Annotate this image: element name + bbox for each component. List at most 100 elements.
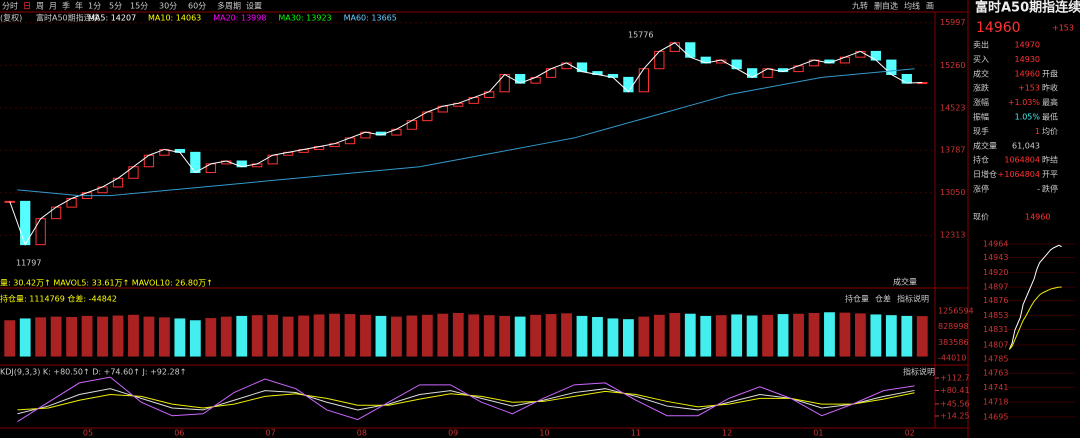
y-tick-label: 14897 xyxy=(983,283,1008,292)
panel-button[interactable]: 持仓量 xyxy=(845,294,869,304)
y-tick-label: 14523 xyxy=(940,103,965,112)
oi-bar xyxy=(622,319,634,357)
quote-row-value: 14960 xyxy=(1015,69,1040,78)
oi-bar xyxy=(360,314,371,357)
quote-row-extra: 开平 xyxy=(1042,170,1058,179)
oi-bar xyxy=(143,316,155,357)
oi-bar xyxy=(189,320,201,357)
oi-bar xyxy=(112,315,124,357)
candle xyxy=(20,200,31,246)
oi-bar xyxy=(19,318,31,357)
y-tick-label: 14695 xyxy=(983,412,1008,421)
y-tick-label: 15997 xyxy=(940,18,965,27)
oi-bar xyxy=(514,316,526,357)
period-tab[interactable]: 60分 xyxy=(188,2,206,11)
period-tab[interactable]: 30分 xyxy=(159,2,177,11)
candle xyxy=(50,206,62,220)
y-tick-label: 14876 xyxy=(983,296,1008,305)
oi-label: 持仓量: 1114769 仓差: -44842 xyxy=(0,294,117,304)
period-tab[interactable]: 日 xyxy=(23,2,31,11)
y-tick-label: 828998 xyxy=(938,322,969,331)
quote-row-value: 14970 xyxy=(1015,41,1040,50)
oi-bar xyxy=(607,318,619,357)
oi-bar xyxy=(282,316,294,357)
oi-bar xyxy=(746,315,758,357)
period-tab[interactable]: 周 xyxy=(36,2,44,11)
y-tick-label: 383586 xyxy=(938,338,969,347)
month-label: 07 xyxy=(266,429,276,438)
quote-row-label: 买入 xyxy=(973,55,989,64)
mini-price-line xyxy=(1008,244,1062,350)
quote-row-value: +1.03% xyxy=(1008,98,1041,107)
oi-bar xyxy=(128,314,139,357)
close-line xyxy=(9,42,923,246)
oi-bar xyxy=(35,317,47,357)
y-tick-label: 1256594 xyxy=(938,306,974,315)
y-tick-label: +45.56 xyxy=(940,399,970,408)
oi-bar xyxy=(158,317,170,357)
month-label: 09 xyxy=(448,429,458,438)
y-tick-label: 14763 xyxy=(983,369,1008,378)
period-tab[interactable]: 季 xyxy=(62,1,70,11)
oi-bar xyxy=(468,314,480,357)
tool-button[interactable]: 删自选 xyxy=(874,1,898,11)
period-tab[interactable]: 5分 xyxy=(109,2,122,11)
y-tick-label: 15260 xyxy=(940,61,965,70)
j-line xyxy=(17,376,915,422)
period-tab[interactable]: 设置 xyxy=(246,1,262,11)
y-tick-label: +14.25 xyxy=(940,412,970,421)
oi-bar xyxy=(452,312,464,357)
quote-row-extra: 昨收 xyxy=(1042,83,1058,93)
period-tab[interactable]: 15分 xyxy=(130,2,148,11)
oi-bar xyxy=(97,316,108,357)
quote-row-extra: 跌停 xyxy=(1042,184,1058,194)
panel-button[interactable]: 指标说明 xyxy=(903,367,935,377)
month-label: 05 xyxy=(83,429,93,438)
oi-bar xyxy=(4,320,16,357)
quote-row-label: 持仓 xyxy=(973,155,989,165)
quote-row-label: 涨跌 xyxy=(973,83,989,93)
oi-bar xyxy=(700,315,712,357)
period-tab[interactable]: 年 xyxy=(75,1,83,11)
oi-bar xyxy=(483,315,495,357)
tool-button[interactable]: 均线 xyxy=(904,1,920,11)
quote-row-value: +153 xyxy=(1018,84,1040,93)
y-tick-label: +112.7 xyxy=(940,374,970,383)
tool-button[interactable]: 画 xyxy=(926,2,934,11)
period-tab[interactable]: 分时 xyxy=(2,1,18,11)
candle xyxy=(886,59,897,75)
panel-button[interactable]: 指标说明 xyxy=(897,294,929,304)
oi-bar xyxy=(638,316,650,357)
volume-label: 量: 30.42万↑ MAVOL5: 33.61万↑ MAVOL10: 26.8… xyxy=(0,279,213,288)
y-tick-label: 12313 xyxy=(940,231,965,240)
y-tick-label: 14920 xyxy=(983,268,1008,277)
month-label: 10 xyxy=(539,429,549,438)
oi-bar xyxy=(870,314,882,357)
oi-bar xyxy=(251,315,263,357)
period-tab[interactable]: 月 xyxy=(49,2,57,11)
quote-row-label: 振幅 xyxy=(973,112,989,122)
period-tab[interactable]: 1分 xyxy=(88,2,101,11)
y-tick-label: 14785 xyxy=(983,355,1008,364)
oi-bar xyxy=(839,312,851,357)
oi-bar xyxy=(885,315,897,357)
tool-button[interactable]: 九转 xyxy=(852,1,868,11)
candle xyxy=(128,166,139,179)
candle xyxy=(35,218,46,246)
y-tick-label: 14831 xyxy=(983,325,1008,334)
period-tab[interactable]: 多周期 xyxy=(217,1,241,11)
oi-bar xyxy=(653,314,665,357)
quote-row-value: 1064804 xyxy=(1004,156,1040,165)
quote-change: +153 xyxy=(1052,24,1074,33)
y-tick-label: -44010 xyxy=(938,354,966,363)
panel-button[interactable]: 仓差 xyxy=(875,294,891,304)
oi-bar xyxy=(777,314,789,357)
info-prefix: (复权) xyxy=(0,13,22,23)
oi-bar xyxy=(545,314,557,357)
quote-price: 14960 xyxy=(976,20,1021,36)
month-label: 02 xyxy=(905,429,915,438)
oi-bar xyxy=(669,312,681,357)
month-label: 11 xyxy=(631,429,641,438)
